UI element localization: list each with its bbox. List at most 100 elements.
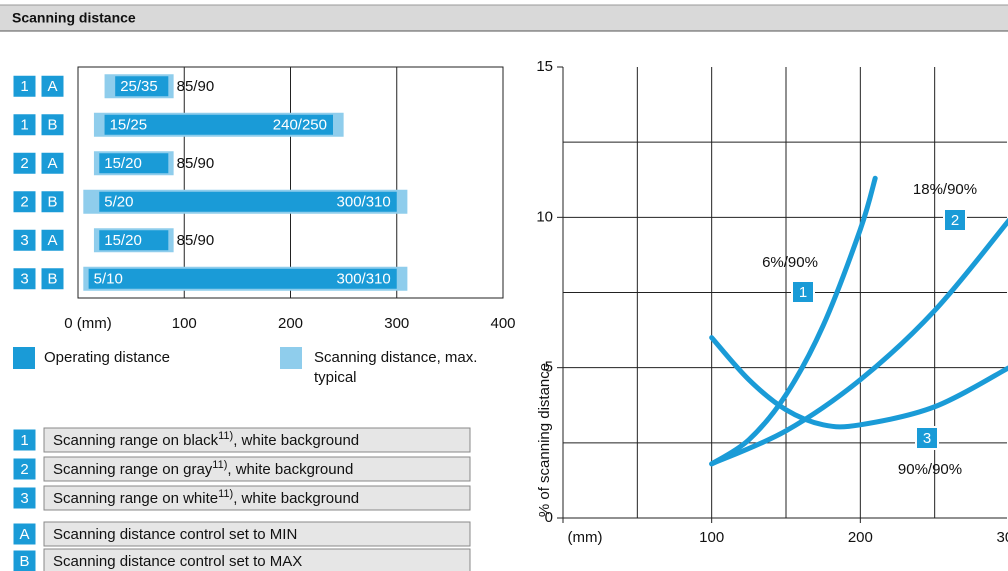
key-cell bbox=[43, 485, 471, 511]
y-tick-label: 5 bbox=[545, 359, 553, 376]
curve-id: 1 bbox=[799, 284, 807, 301]
range-label: 15/20 bbox=[104, 155, 142, 172]
key-text-main: Scanning range on white bbox=[53, 490, 218, 507]
key-text: Scanning distance control set to MIN bbox=[53, 526, 297, 543]
code-label: B bbox=[47, 271, 57, 288]
range-label: 85/90 bbox=[177, 78, 215, 95]
curve-id-box bbox=[791, 280, 815, 304]
x-tick-label: 0 (mm) bbox=[64, 315, 112, 332]
range-label: 300/310 bbox=[337, 271, 391, 288]
code-box bbox=[12, 549, 37, 571]
range-label: 240/250 bbox=[273, 117, 327, 134]
operating-bar bbox=[104, 114, 333, 135]
code-label: B bbox=[19, 553, 29, 570]
range-label: 85/90 bbox=[177, 155, 215, 172]
header-title: Scanning distance bbox=[12, 10, 136, 26]
key-text: Scanning range on white11), white backgr… bbox=[53, 488, 359, 507]
x-tick-label: 100 bbox=[172, 315, 197, 332]
code-label: 3 bbox=[20, 490, 28, 507]
key-text-rest: , white background bbox=[233, 432, 359, 449]
x-tick-label: 400 bbox=[490, 315, 515, 332]
code-box bbox=[40, 228, 65, 252]
x-tick-label: (mm) bbox=[568, 529, 603, 546]
code-box bbox=[12, 522, 37, 546]
curve-id-box bbox=[943, 208, 967, 232]
curve bbox=[709, 335, 1008, 430]
code-box bbox=[12, 190, 37, 214]
code-label: 3 bbox=[20, 232, 28, 249]
code-box bbox=[12, 457, 37, 481]
key-text-main: Scanning range on black bbox=[53, 432, 219, 449]
key-text-rest: , white background bbox=[233, 490, 359, 507]
key-sup: 11) bbox=[212, 459, 227, 471]
operating-bar bbox=[88, 268, 397, 289]
x-tick-label: 200 bbox=[278, 315, 303, 332]
code-box bbox=[12, 486, 37, 510]
code-label: 2 bbox=[20, 155, 28, 172]
curve bbox=[709, 175, 878, 467]
code-box bbox=[40, 151, 65, 175]
x-tick-label: 100 bbox=[699, 529, 724, 546]
code-label: A bbox=[19, 526, 29, 543]
code-label: B bbox=[47, 194, 57, 211]
key-cell bbox=[43, 521, 471, 547]
range-label: 5/10 bbox=[94, 271, 123, 288]
key-text: Scanning range on black11), white backgr… bbox=[53, 430, 359, 449]
curve-id: 2 bbox=[951, 212, 959, 229]
code-label: 1 bbox=[20, 117, 28, 134]
code-box bbox=[12, 113, 37, 137]
code-label: A bbox=[47, 78, 57, 95]
code-box bbox=[12, 151, 37, 175]
y-tick-label: 0 bbox=[545, 509, 553, 526]
code-box bbox=[40, 190, 65, 214]
key-text-main: Scanning distance control set to MAX bbox=[53, 553, 302, 570]
code-label: 1 bbox=[20, 432, 28, 449]
range-label: 85/90 bbox=[177, 232, 215, 249]
curve-id: 3 bbox=[923, 430, 931, 447]
curve-label: 18%/90% bbox=[913, 181, 977, 198]
code-label: A bbox=[47, 155, 57, 172]
x-tick-label: 300 bbox=[996, 529, 1008, 546]
code-label: 2 bbox=[20, 461, 28, 478]
code-label: 2 bbox=[20, 194, 28, 211]
y-tick-label: 15 bbox=[536, 58, 553, 75]
legend-swatch bbox=[13, 347, 35, 369]
key-sup: 11) bbox=[218, 430, 233, 442]
legend-label: Operating distance bbox=[44, 349, 170, 366]
range-label: 5/20 bbox=[104, 194, 133, 211]
key-text: Scanning range on gray11), white backgro… bbox=[53, 459, 353, 478]
code-box bbox=[12, 428, 37, 452]
range-label: 15/25 bbox=[110, 117, 148, 134]
code-label: B bbox=[47, 117, 57, 134]
code-label: 1 bbox=[20, 78, 28, 95]
code-label: A bbox=[47, 232, 57, 249]
code-box bbox=[12, 267, 37, 291]
range-label: 25/35 bbox=[120, 78, 158, 95]
header-bar bbox=[0, 5, 1008, 31]
key-cell bbox=[43, 548, 471, 571]
range-label: 300/310 bbox=[337, 194, 391, 211]
operating-bar bbox=[99, 191, 397, 212]
legend-label: Scanning distance, max. typical bbox=[314, 349, 478, 386]
code-box bbox=[40, 267, 65, 291]
curve bbox=[709, 218, 1008, 467]
x-tick-label: 300 bbox=[384, 315, 409, 332]
curve-label: 6%/90% bbox=[762, 254, 818, 271]
code-box bbox=[40, 113, 65, 137]
key-text-main: Scanning distance control set to MIN bbox=[53, 526, 297, 543]
code-box bbox=[40, 74, 65, 98]
operating-bar bbox=[115, 76, 169, 97]
legend-swatch bbox=[280, 347, 302, 369]
curve-label: 90%/90% bbox=[898, 461, 962, 478]
key-cell bbox=[43, 456, 471, 482]
key-text: Scanning distance control set to MAX bbox=[53, 553, 302, 570]
key-sup: 11) bbox=[218, 488, 233, 500]
code-box bbox=[12, 228, 37, 252]
range-label: 15/20 bbox=[104, 232, 142, 249]
operating-bar bbox=[99, 153, 169, 174]
key-cell bbox=[43, 427, 471, 453]
operating-bar bbox=[99, 230, 169, 251]
key-text-main: Scanning range on gray bbox=[53, 461, 213, 478]
